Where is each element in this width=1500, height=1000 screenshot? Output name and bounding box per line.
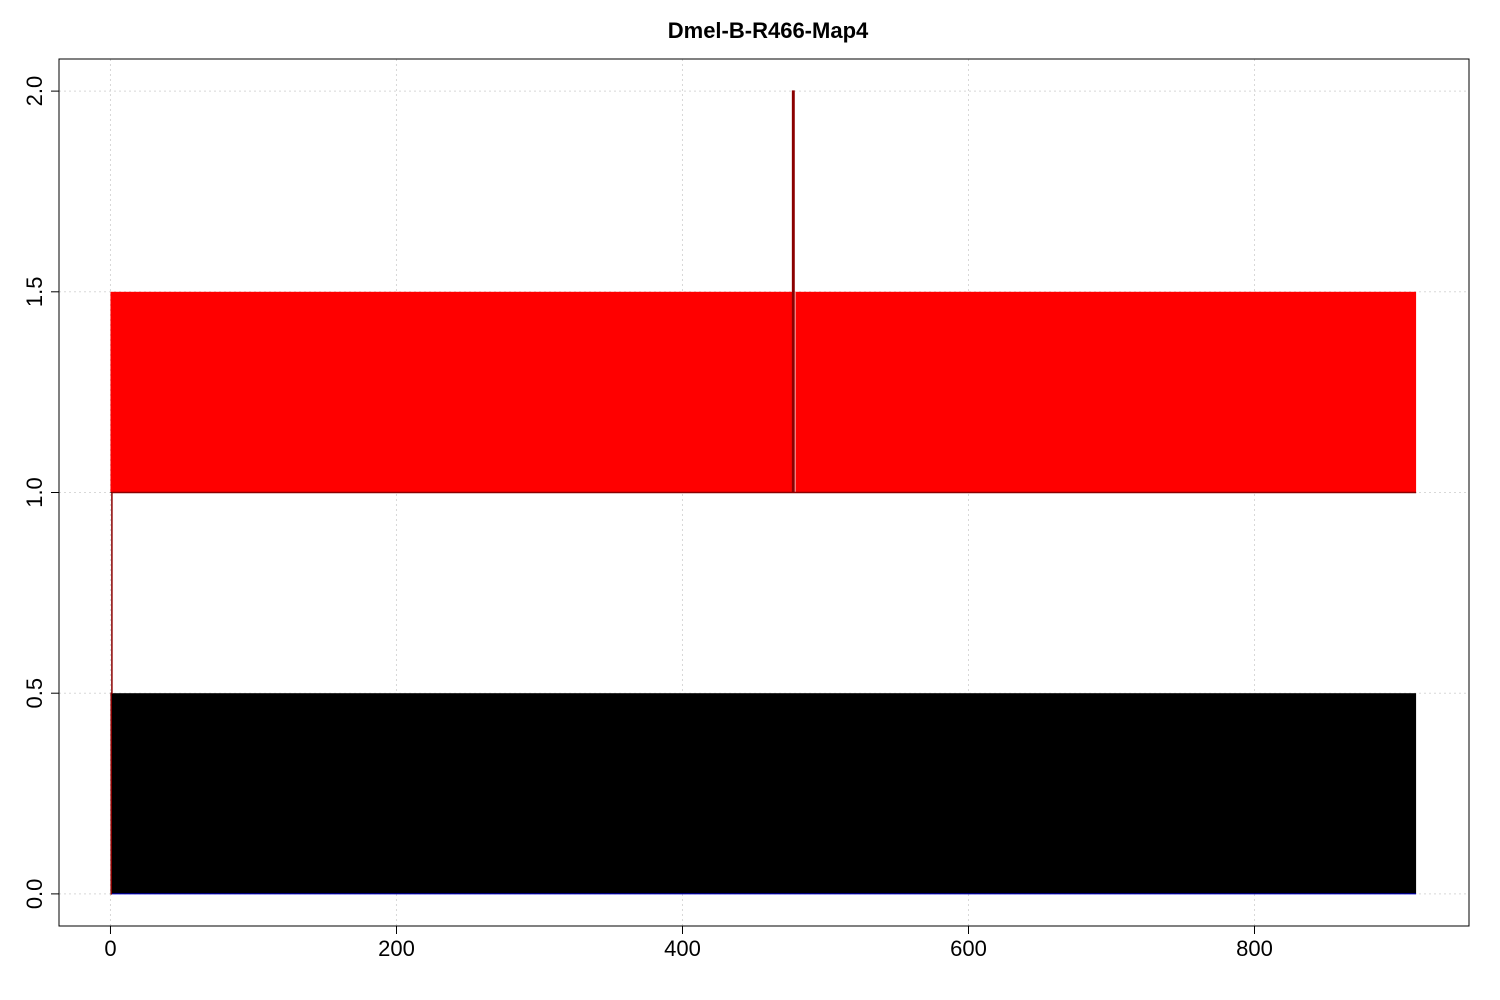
- y-tick-label: 0.5: [22, 678, 47, 709]
- series-step-line: [110, 90, 1417, 895]
- series-1-band-1: [795, 291, 1417, 493]
- chart-title: Dmel-B-R466-Map4: [668, 18, 869, 43]
- y-tick-label: 1.0: [22, 477, 47, 508]
- plot-frame: [58, 58, 1470, 927]
- axis-layer: 0 200 400 600 800 0.0 0.5 1.0 1.5 2.0: [22, 76, 1273, 961]
- y-tick-label: 0.0: [22, 879, 47, 910]
- y-tick-label: 2.0: [22, 76, 47, 107]
- x-tick-label: 400: [664, 936, 701, 961]
- x-tick-label: 200: [378, 936, 415, 961]
- line-layer: [110, 90, 1417, 895]
- series-0-band-0: [110, 693, 1417, 894]
- x-tick-label: 0: [104, 936, 116, 961]
- band-layer: [110, 291, 1417, 895]
- series-1-band-0: [110, 291, 793, 493]
- y-tick-label: 1.5: [22, 277, 47, 308]
- x-tick-label: 800: [1236, 936, 1273, 961]
- x-tick-label: 600: [950, 936, 987, 961]
